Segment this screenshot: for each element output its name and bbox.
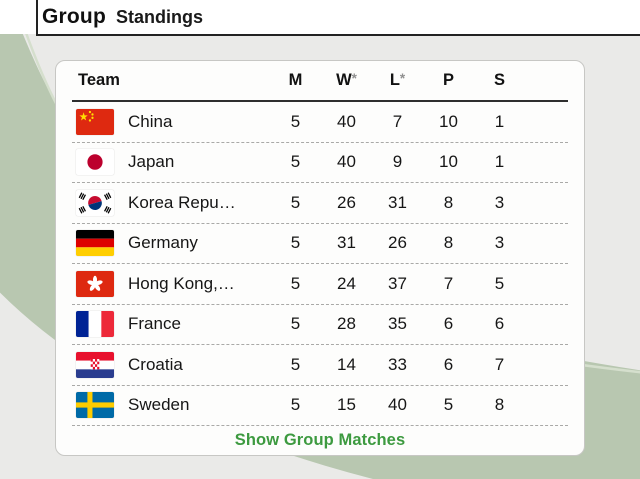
points-value: 10 xyxy=(439,111,458,131)
table-row-korea[interactable]: Korea Repu… 5 26 31 8 3 xyxy=(72,183,568,224)
table-row-japan[interactable]: Japan 5 40 9 10 1 xyxy=(72,143,568,183)
points-value: 10 xyxy=(439,152,458,172)
losses-value: 31 xyxy=(388,192,407,212)
losses-value: 26 xyxy=(388,233,407,253)
wins-value: 26 xyxy=(337,192,356,212)
hong-kong-flag-icon xyxy=(76,270,114,297)
column-header-wins: W* xyxy=(336,71,357,89)
wins-value: 40 xyxy=(337,152,356,172)
wins-value: 31 xyxy=(337,233,356,253)
column-header-matches: M xyxy=(288,71,303,89)
team-name: Sweden xyxy=(128,395,190,415)
table-row-croatia[interactable]: Croatia 5 14 33 6 7 xyxy=(72,345,568,386)
team-name: France xyxy=(128,314,181,334)
table-row-china[interactable]: China 5 40 7 10 1 xyxy=(72,102,568,143)
points-value: 7 xyxy=(443,273,454,293)
sweden-flag-icon xyxy=(76,392,114,419)
matches-value: 5 xyxy=(290,192,301,212)
table-row-sweden[interactable]: Sweden 5 15 40 5 8 xyxy=(72,386,568,426)
standing-value: 6 xyxy=(494,314,505,334)
standing-value: 8 xyxy=(494,395,505,415)
losses-value: 35 xyxy=(388,314,407,334)
standings-card: Team M W* L* P S China 5 40 7 10 1 Japan… xyxy=(55,60,585,456)
china-flag-icon xyxy=(76,108,114,135)
points-value: 5 xyxy=(443,395,454,415)
losses-value: 37 xyxy=(388,273,407,293)
matches-value: 5 xyxy=(290,314,301,334)
points-value: 6 xyxy=(443,354,454,374)
page-title: Group Standings xyxy=(42,5,203,29)
table-row-hong-kong[interactable]: Hong Kong,… 5 24 37 7 5 xyxy=(72,264,568,305)
matches-value: 5 xyxy=(290,273,301,293)
team-name: Japan xyxy=(128,152,175,172)
column-header-points: P xyxy=(442,71,454,89)
losses-value: 40 xyxy=(388,395,407,415)
standing-value: 3 xyxy=(494,233,505,253)
team-name: China xyxy=(128,111,173,131)
croatia-flag-icon xyxy=(76,351,114,378)
wins-value: 28 xyxy=(337,314,356,334)
standing-value: 1 xyxy=(494,111,505,131)
matches-value: 5 xyxy=(290,354,301,374)
wins-value: 14 xyxy=(337,354,356,374)
korea-flag-icon xyxy=(76,189,114,216)
standing-value: 5 xyxy=(494,273,505,293)
team-name: Croatia xyxy=(128,354,183,374)
points-value: 8 xyxy=(443,192,454,212)
team-name: Germany xyxy=(128,233,198,253)
header-bottom-rule xyxy=(36,34,640,36)
points-value: 8 xyxy=(443,233,454,253)
show-group-matches-button[interactable]: Show Group Matches xyxy=(234,431,406,449)
column-header-standing: S xyxy=(493,71,505,89)
standing-value: 1 xyxy=(494,152,505,172)
team-name: Hong Kong,… xyxy=(128,273,235,293)
matches-value: 5 xyxy=(290,233,301,253)
wins-value: 40 xyxy=(337,111,356,131)
standing-value: 7 xyxy=(494,354,505,374)
column-header-team: Team xyxy=(78,71,120,89)
page-title-secondary: Standings xyxy=(116,7,204,27)
losses-value: 7 xyxy=(392,111,403,131)
france-flag-icon xyxy=(76,311,114,338)
page-title-primary: Group xyxy=(42,5,106,28)
standing-value: 3 xyxy=(494,192,505,212)
header-bar: Group Standings xyxy=(0,0,640,34)
table-header-row: Team M W* L* P S xyxy=(72,61,568,102)
germany-flag-icon xyxy=(76,230,114,257)
wins-value: 24 xyxy=(337,273,356,293)
matches-value: 5 xyxy=(290,395,301,415)
header-left-rule xyxy=(36,0,38,34)
matches-value: 5 xyxy=(290,111,301,131)
table-row-germany[interactable]: Germany 5 31 26 8 3 xyxy=(72,224,568,264)
card-footer: Show Group Matches xyxy=(72,426,568,455)
points-value: 6 xyxy=(443,314,454,334)
team-name: Korea Repu… xyxy=(128,192,236,212)
column-header-losses: L* xyxy=(389,71,406,89)
wins-value: 15 xyxy=(337,395,356,415)
matches-value: 5 xyxy=(290,152,301,172)
japan-flag-icon xyxy=(76,149,114,176)
losses-value: 33 xyxy=(388,354,407,374)
table-row-france[interactable]: France 5 28 35 6 6 xyxy=(72,305,568,345)
losses-value: 9 xyxy=(392,152,403,172)
